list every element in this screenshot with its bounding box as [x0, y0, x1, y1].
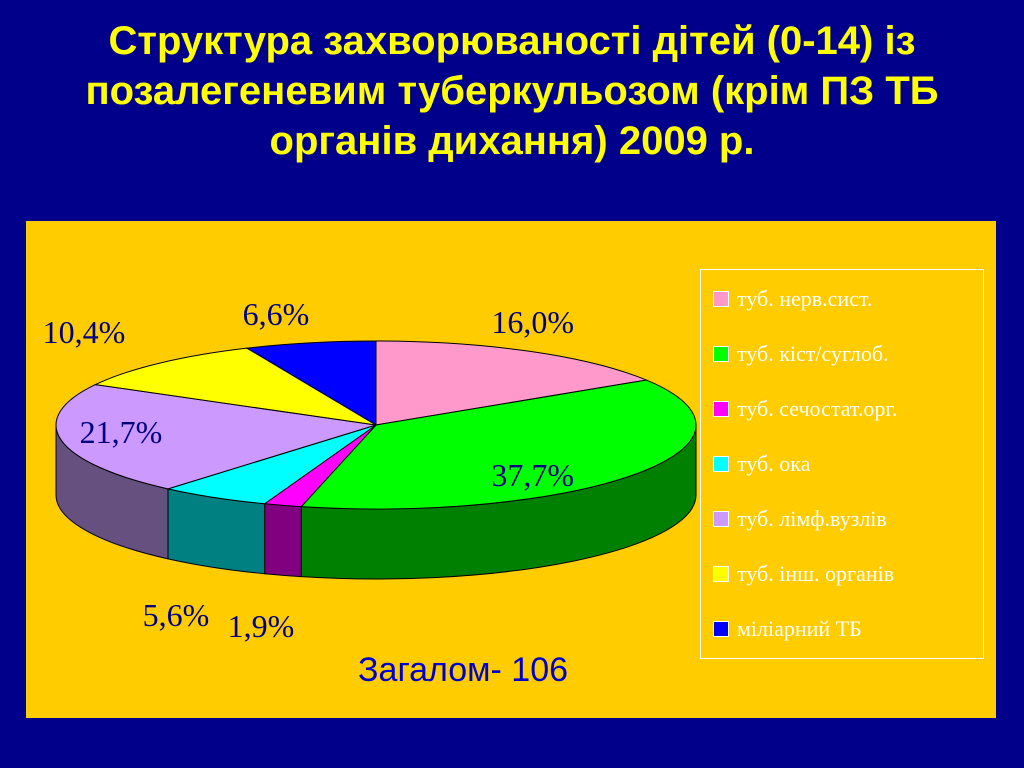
title-line-1: Структура захворюваності дітей (0-14) із: [108, 19, 916, 63]
legend-item: міліарний ТБ: [713, 616, 862, 642]
legend-item: туб. сечостат.орг.: [713, 396, 897, 422]
chart-panel: 16,0% 37,7% 1,9% 5,6% 21,7% 10,4% 6,6% туб. не…: [26, 221, 996, 718]
legend-label: туб. лімф.вузлів: [737, 506, 887, 531]
legend-label: туб. кіст/суглоб.: [737, 341, 889, 366]
legend-swatch: [713, 621, 729, 637]
chart-legend: туб. нерв.сист. туб. кіст/суглоб. туб. сеч…: [700, 269, 984, 659]
legend-swatch: [713, 291, 729, 307]
legend-label: міліарний ТБ: [737, 616, 862, 641]
legend-swatch: [713, 456, 729, 472]
data-label-1: 16,0%: [491, 304, 574, 340]
data-label-6: 10,4%: [43, 314, 126, 350]
pie-slice-2: [300, 379, 697, 510]
pie-top: [55, 340, 697, 510]
legend-item: туб. кіст/суглоб.: [713, 341, 889, 367]
pie-slice-5: [55, 384, 377, 490]
data-label-7: 6,6%: [243, 296, 310, 332]
title-line-3: органів дихання) 2009 р.: [269, 119, 755, 163]
data-label-5: 21,7%: [80, 414, 163, 450]
legend-swatch: [713, 346, 729, 362]
pie-slice-7: [245, 340, 377, 426]
pie-sides: [55, 424, 697, 580]
legend-swatch: [713, 566, 729, 582]
data-label-3: 1,9%: [228, 608, 295, 644]
data-label-4: 5,6%: [143, 597, 210, 633]
legend-label: туб. інш. органів: [737, 561, 895, 586]
legend-item: туб. лімф.вузлів: [713, 506, 887, 532]
pie-slice-6: [93, 347, 377, 426]
pie-side-3: [264, 503, 302, 578]
pie-chart: 16,0% 37,7% 1,9% 5,6% 21,7% 10,4% 6,6%: [43, 296, 697, 644]
pie-slice-1: [375, 340, 649, 426]
legend-label: туб. нерв.сист.: [737, 286, 873, 311]
data-label-2: 37,7%: [491, 457, 574, 493]
legend-label: туб. сечостат.орг.: [737, 396, 898, 421]
legend-item: туб. ока: [713, 451, 810, 477]
total-label: Загалом- 106: [358, 651, 569, 689]
title-line-2: позалегеневим туберкульозом (крім ПЗ ТБ: [85, 69, 939, 113]
chart-title: Структура захворюваності дітей (0-14) із…: [30, 16, 994, 166]
legend-item: туб. нерв.сист.: [713, 286, 872, 312]
legend-label: туб. ока: [737, 451, 811, 476]
legend-swatch: [713, 511, 729, 527]
legend-item: туб. інш. органів: [713, 561, 894, 587]
legend-swatch: [713, 401, 729, 417]
